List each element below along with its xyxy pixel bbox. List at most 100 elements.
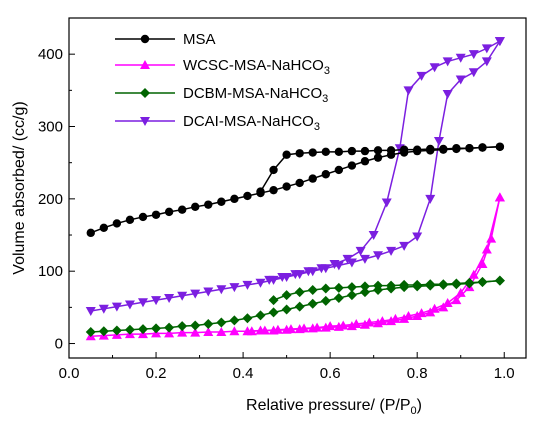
data-point-triangle-down (429, 63, 440, 73)
legend-marker-dcai (140, 117, 150, 126)
data-point-triangle-up (486, 233, 497, 243)
data-point-triangle-down (242, 280, 253, 290)
data-point-circle (373, 146, 383, 155)
data-point-circle (204, 200, 213, 209)
y-tick-label: 300 (38, 119, 63, 136)
y-tick-label: 200 (38, 191, 63, 208)
data-point-diamond (216, 317, 227, 328)
data-point-triangle-up (216, 326, 227, 336)
series-wcsc-msa-nahco3 (85, 192, 505, 341)
y-tick-label: 0 (55, 336, 63, 353)
plot-area (85, 37, 505, 341)
data-point-diamond (373, 280, 384, 291)
x-tick-label: 1.0 (494, 365, 515, 382)
data-point-circle (399, 145, 409, 154)
data-point-triangle-up (403, 311, 414, 321)
data-point-circle (269, 185, 278, 195)
data-point-triangle-down (399, 241, 410, 251)
data-point-triangle-up (477, 258, 488, 268)
data-point-diamond (242, 313, 253, 324)
data-point-circle (86, 228, 95, 238)
data-point-triangle-down (468, 68, 479, 78)
data-point-circle (321, 147, 330, 157)
data-point-diamond (137, 324, 148, 335)
data-point-triangle-down (381, 198, 392, 208)
data-point-triangle-up (312, 322, 323, 332)
legend-label-msa: MSA (183, 31, 216, 48)
data-point-triangle-down (494, 37, 505, 47)
data-point-circle (269, 165, 278, 175)
data-point-triangle-down (481, 57, 492, 67)
data-point-circle (321, 170, 330, 179)
data-point-circle (452, 144, 461, 153)
data-point-circle (373, 153, 383, 162)
data-point-triangle-down (433, 136, 444, 146)
data-point-diamond (281, 290, 292, 301)
data-point-triangle-up (272, 324, 283, 334)
legend-item-msa: MSA (115, 31, 216, 48)
data-point-triangle-down (303, 267, 314, 277)
data-point-triangle-up (494, 192, 505, 202)
data-point-circle (334, 147, 344, 157)
data-point-triangle-up (325, 321, 336, 331)
data-point-diamond (333, 282, 344, 293)
data-point-triangle-down (359, 254, 370, 264)
plot-frame (68, 17, 527, 359)
data-point-circle (347, 146, 357, 156)
data-point-diamond (346, 282, 357, 293)
series-line-adsorption (90, 146, 500, 234)
data-point-diamond (494, 275, 505, 286)
legend-item-wcsc: WCSC-MSA-NaHCO3 (115, 57, 330, 77)
data-point-diamond (177, 321, 188, 332)
data-point-diamond (425, 279, 436, 290)
data-point-triangle-down (137, 298, 148, 308)
data-point-triangle-down (442, 57, 453, 67)
data-point-triangle-down (216, 285, 227, 295)
legend-marker-dcbm (140, 88, 150, 98)
x-axis-label-main: Relative pressure/ (P/P (246, 397, 411, 414)
data-point-triangle-down (468, 50, 479, 60)
data-point-triangle-up (429, 303, 440, 313)
data-point-triangle-down (346, 258, 357, 268)
data-point-triangle-down (316, 264, 327, 274)
data-point-circle (99, 223, 109, 232)
data-point-diamond (229, 315, 240, 326)
data-point-triangle-down (416, 71, 427, 81)
data-point-circle (347, 161, 357, 170)
data-point-circle (138, 212, 148, 222)
data-point-triangle-down (455, 53, 466, 63)
data-point-diamond (281, 304, 292, 315)
y-tick-label: 100 (38, 263, 63, 280)
data-point-triangle-down (368, 231, 379, 241)
data-point-diamond (346, 290, 357, 301)
data-point-triangle-up (338, 320, 349, 330)
data-point-triangle-down (355, 246, 366, 256)
series-dcbm-msa-nahco3 (85, 275, 505, 337)
x-tick-label: 0.8 (407, 365, 428, 382)
data-point-circle (439, 144, 448, 154)
data-point-triangle-down (481, 44, 492, 54)
data-point-triangle-up (364, 317, 375, 327)
data-point-diamond (151, 323, 162, 334)
data-point-diamond (359, 281, 370, 292)
data-point-circle (360, 146, 370, 156)
data-point-triangle-down (164, 293, 175, 303)
data-point-triangle-up (164, 328, 175, 338)
x-axis-label: Relative pressure/ (P/P0) (246, 397, 422, 417)
data-point-triangle-down (373, 251, 384, 261)
data-point-triangle-up (451, 295, 462, 305)
data-point-diamond (333, 292, 344, 303)
data-point-triangle-up (468, 269, 479, 279)
data-point-circle (191, 202, 200, 212)
data-point-triangle-down (255, 278, 266, 288)
legend-item-dcai: DCAI-MSA-NaHCO3 (115, 113, 320, 133)
data-point-circle (177, 205, 187, 214)
data-point-diamond (451, 278, 462, 289)
data-point-triangle-up (177, 327, 188, 337)
legend-item-dcbm: DCBM-MSA-NaHCO3 (115, 85, 328, 105)
data-point-triangle-up (455, 287, 466, 297)
data-point-diamond (359, 287, 370, 298)
data-point-diamond (294, 301, 305, 312)
data-point-diamond (386, 280, 397, 291)
y-tick-label: 400 (38, 46, 63, 63)
